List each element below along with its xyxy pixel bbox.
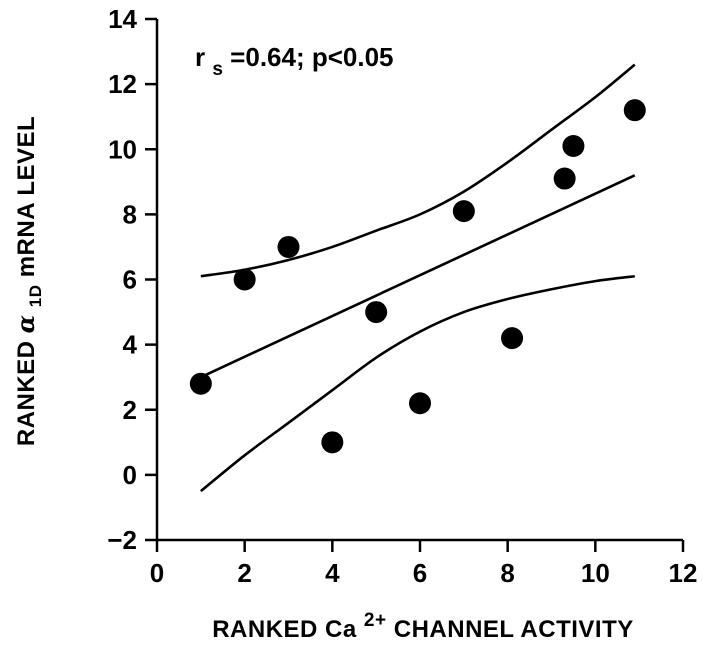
- data-point: [409, 392, 431, 415]
- y-axis-title-symbol: α: [11, 314, 40, 333]
- y-tick-label: 12: [108, 69, 137, 99]
- x-tick-label: 6: [413, 558, 427, 588]
- x-tick-label: 4: [325, 558, 340, 588]
- y-tick-label: 10: [108, 134, 137, 164]
- x-axis-title-superscript: 2+: [364, 610, 387, 631]
- data-point: [501, 327, 524, 350]
- y-tick-label: 4: [123, 330, 138, 360]
- x-tick-label: 2: [237, 558, 251, 588]
- x-axis-title-suffix: CHANNEL ACTIVITY: [394, 616, 634, 643]
- upper-confidence-curve: [200, 63, 636, 278]
- y-tick-label: 14: [108, 4, 137, 34]
- data-point: [452, 200, 475, 223]
- data-point: [623, 99, 646, 122]
- x-tick-label: 8: [500, 558, 514, 588]
- data-point: [189, 372, 212, 395]
- x-axis-title: RANKED Ca 2+ CHANNEL ACTIVITY: [212, 605, 634, 643]
- y-tick-label: 2: [123, 395, 137, 425]
- data-points: [189, 99, 646, 454]
- y-axis-title-suffix: mRNA LEVEL: [13, 116, 40, 277]
- x-axis-title-prefix: RANKED Ca: [212, 616, 357, 643]
- y-axis-title-subscript: 1D: [26, 284, 45, 307]
- x-tick-label: 10: [581, 558, 610, 588]
- y-axis-title-prefix: RANKED: [13, 333, 40, 446]
- y-tick-label: −2: [107, 525, 137, 555]
- y-tick-label: 0: [123, 460, 137, 490]
- y-tick-label: 6: [123, 265, 137, 295]
- y-axis-title: RANKED α 1D mRNA LEVEL: [11, 116, 47, 446]
- fit-curves: [200, 63, 636, 493]
- data-point: [321, 431, 344, 454]
- correlation-annotation: r s =0.64; p<0.05: [195, 42, 394, 81]
- regression-line: [200, 174, 636, 379]
- annotation-text: =0.64; p<0.05: [230, 42, 393, 72]
- data-point: [562, 134, 585, 157]
- x-tick-label: 12: [669, 558, 698, 588]
- annotation-r-symbol: r: [195, 42, 205, 72]
- lower-confidence-curve: [200, 274, 635, 493]
- data-point: [553, 167, 576, 190]
- y-tick-label: 8: [123, 199, 137, 229]
- annotation-r-subscript: s: [212, 59, 223, 80]
- data-point: [365, 301, 388, 324]
- data-point: [277, 235, 300, 258]
- x-tick-label: 0: [150, 558, 164, 588]
- axes: 0 2 4 6 8 10 12 −2 0 2 4 6 8 10 12 14: [107, 4, 697, 588]
- data-point: [233, 268, 256, 291]
